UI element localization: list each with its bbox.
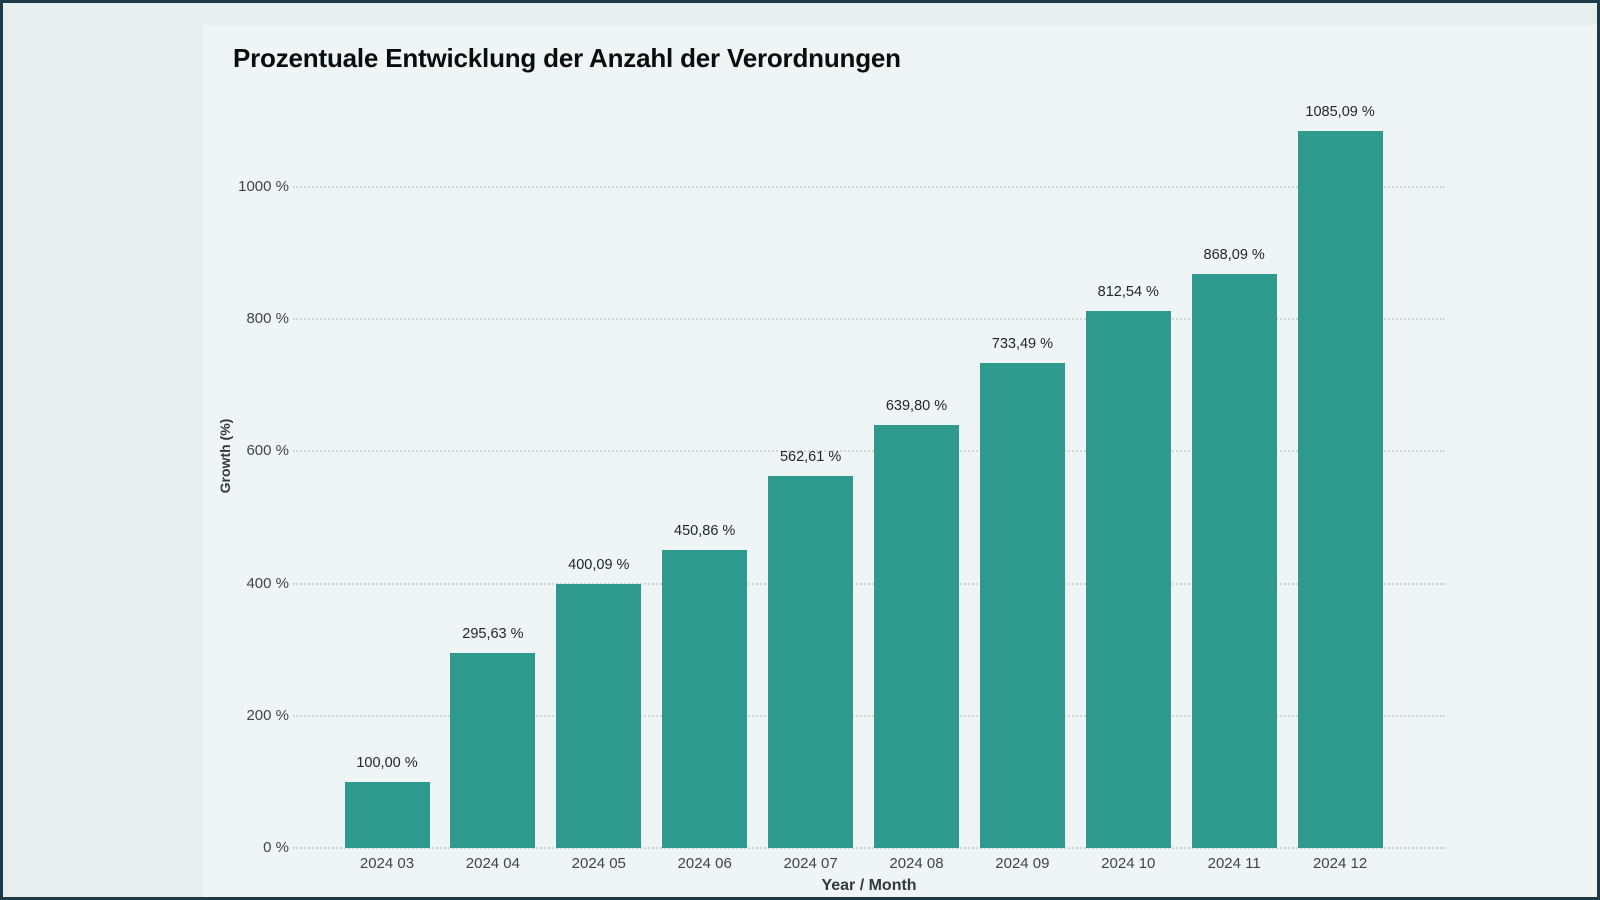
bar-2024-04[interactable]: [450, 652, 536, 848]
bar-value-label-2024-04: 295,63 %: [462, 625, 524, 642]
bar-value-label-2024-10: 812,54 %: [1097, 283, 1159, 300]
bar-2024-12[interactable]: [1297, 130, 1383, 848]
x-tick-label-2024-04: 2024 04: [465, 855, 520, 872]
chart-title: Prozentuale Entwicklung der Anzahl der V…: [233, 43, 901, 73]
bar-2024-09[interactable]: [979, 363, 1065, 848]
y-tick-label-200: 200 %: [246, 706, 289, 724]
gridline-1000: [293, 186, 1445, 188]
bar-2024-07[interactable]: [768, 476, 854, 848]
bar-2024-11[interactable]: [1191, 274, 1277, 848]
x-tick-label-2024-05: 2024 05: [571, 855, 626, 872]
gridline-600: [293, 450, 1445, 453]
x-tick-label-2024-03: 2024 03: [359, 855, 415, 872]
y-tick-label-800: 800 %: [246, 310, 289, 328]
x-tick-label-2024-08: 2024 08: [889, 855, 944, 872]
x-tick-label-2024-11: 2024 11: [1207, 855, 1261, 872]
x-tick-label-2024-09: 2024 09: [995, 855, 1050, 872]
bar-value-label-2024-09: 733,49 %: [991, 336, 1054, 353]
gridline-200: [293, 714, 1445, 717]
bar-2024-10[interactable]: [1085, 310, 1171, 848]
x-tick-label-2024-10: 2024 10: [1101, 855, 1156, 872]
y-tick-label-1000: 1000 %: [238, 178, 289, 195]
x-axis-title: Year / Month: [821, 877, 917, 894]
bar-value-label-2024-05: 400,09 %: [568, 556, 630, 573]
bar-value-label-2024-08: 639,80 %: [885, 398, 948, 415]
x-tick-label-2024-06: 2024 06: [677, 855, 732, 872]
gridline-0: [293, 847, 1445, 849]
bar-value-label-2024-06: 450,86 %: [674, 522, 736, 539]
bar-chart-plot-area: 0 % 200 % 400 % 600 % 800 % 1000 % 100,00 % 202…: [3, 3, 1597, 897]
bar-value-label-2024-11: 868,09 %: [1203, 247, 1265, 264]
bar-2024-03[interactable]: [344, 781, 430, 848]
bar-2024-08[interactable]: [874, 425, 959, 848]
x-tick-label-2024-07: 2024 07: [783, 855, 838, 872]
bar-2024-06[interactable]: [662, 549, 748, 848]
x-tick-label-2024-12: 2024 12: [1312, 855, 1368, 872]
y-tick-label-400: 400 %: [246, 574, 289, 592]
bar-value-label-2024-07: 562,61 %: [779, 449, 842, 466]
gridline-400: [293, 582, 1445, 585]
bar-value-label-2024-03: 100,00 %: [356, 754, 418, 771]
gridline-800: [293, 318, 1445, 321]
y-tick-label-0: 0 %: [263, 839, 289, 856]
y-tick-label-600: 600 %: [246, 442, 289, 460]
bar-value-label-2024-12: 1085,09 %: [1305, 103, 1375, 120]
bar-2024-05[interactable]: [556, 583, 642, 848]
